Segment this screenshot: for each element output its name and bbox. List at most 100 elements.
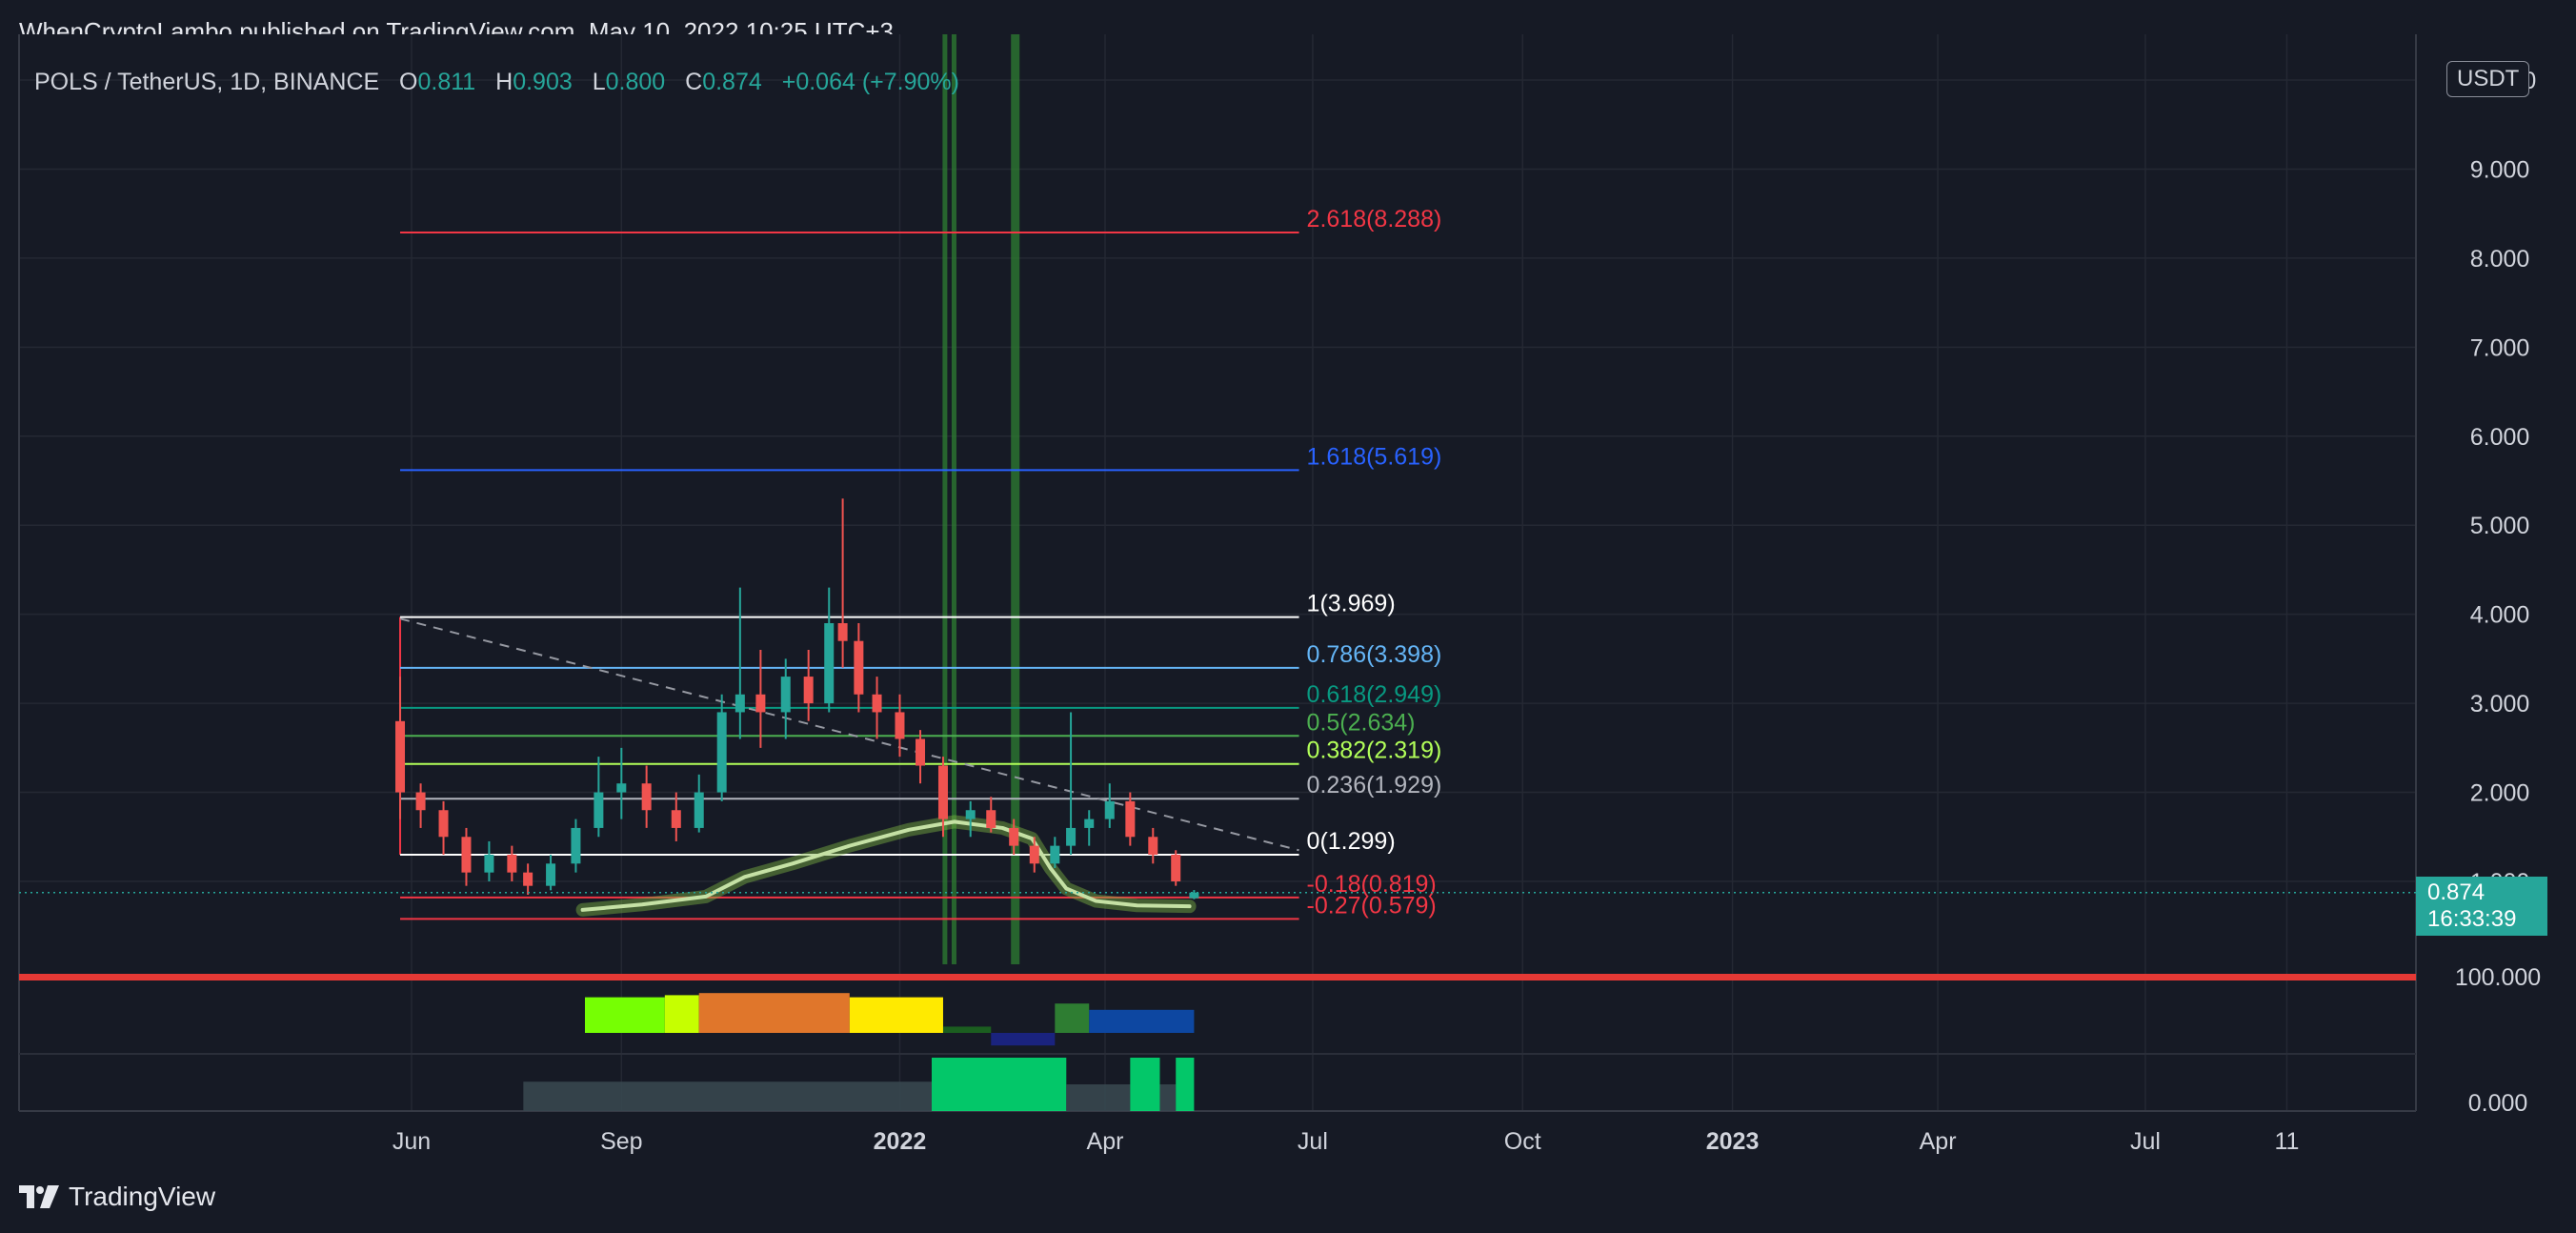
footer: TradingView: [19, 1182, 215, 1212]
fib-level-label: 0(1.299): [1307, 828, 1396, 855]
candle-body: [484, 854, 494, 873]
y-tick-label: 8.000: [2470, 246, 2530, 273]
y-tick-label: 6.000: [2470, 424, 2530, 451]
indicator-1-segment: [698, 993, 850, 1033]
candle-body: [854, 640, 864, 695]
candle-body: [1104, 800, 1115, 819]
indicator-1-segment: [849, 997, 943, 1033]
indicator-1-segment: [664, 995, 699, 1033]
candle-body: [1189, 892, 1199, 899]
y-tick-label: 4.000: [2470, 602, 2530, 629]
currency-button[interactable]: USDT: [2446, 61, 2530, 97]
candle-body: [1148, 837, 1158, 855]
x-tick-label: Jun: [392, 1128, 431, 1155]
candle-body: [1050, 845, 1060, 864]
y-tick-label: 2.000: [2470, 780, 2530, 807]
moving-average-line: [580, 819, 1192, 912]
candle-body: [523, 872, 533, 886]
x-tick-label: Sep: [600, 1128, 642, 1155]
candle-body: [1009, 827, 1019, 846]
x-tick-label: 11: [2274, 1128, 2299, 1155]
fib-level-label: 0.236(1.929): [1307, 772, 1442, 798]
fib-level-label: 0.382(2.319): [1307, 738, 1442, 764]
high-label: H: [495, 69, 513, 95]
candle-body: [1066, 827, 1077, 846]
change-value: +0.064 (+7.90%): [781, 69, 959, 95]
trendline: [399, 617, 1299, 852]
candle-body: [872, 694, 882, 713]
indicator-1-segment: [942, 1026, 992, 1033]
vertical-marker: [951, 34, 956, 964]
fib-level-label: 2.618(8.288): [1307, 206, 1442, 232]
last-price-tag: 0.874 16:33:39: [2416, 877, 2547, 936]
candle-body: [1084, 819, 1095, 828]
last-price-value: 0.874: [2427, 879, 2485, 905]
candle-body: [965, 810, 976, 819]
fib-level-label: -0.27(0.579): [1307, 892, 1437, 919]
candle-body: [895, 712, 905, 739]
x-tick-label: Jul: [2130, 1128, 2161, 1155]
indicator-2-segment: [1130, 1058, 1160, 1111]
x-tick-label: Apr: [1087, 1128, 1124, 1155]
footer-brand[interactable]: TradingView: [69, 1182, 216, 1211]
x-tick-label: Oct: [1504, 1128, 1541, 1155]
candle-body: [803, 677, 814, 704]
tradingview-logo-icon[interactable]: [19, 1185, 59, 1208]
pane-separator: [19, 974, 2416, 980]
candle-body: [546, 863, 556, 886]
indicator-2-segment: [1159, 1084, 1177, 1111]
candle-body: [395, 720, 406, 793]
candle-body: [507, 854, 517, 873]
y-tick-label: 7.000: [2470, 334, 2530, 361]
symbol-title[interactable]: POLS / TetherUS, 1D, BINANCE: [34, 69, 380, 95]
candle-body: [616, 783, 627, 793]
plot-area: [19, 34, 2416, 1111]
indicator-1-segment: [1055, 1003, 1090, 1033]
indicator-1-segment: [585, 997, 665, 1033]
candle-body: [694, 792, 704, 828]
y-tick-label: 100.000: [2455, 964, 2541, 991]
y-tick-label: 3.000: [2470, 691, 2530, 718]
indicator-1-segment: [1089, 1009, 1195, 1033]
x-tick-label: Jul: [1298, 1128, 1328, 1155]
candle-body: [716, 712, 727, 793]
candle-body: [671, 810, 681, 828]
candle-body: [594, 792, 604, 828]
fib-level-label: 0.786(3.398): [1307, 641, 1442, 668]
y-tick-label: 5.000: [2470, 513, 2530, 539]
candle-body: [641, 783, 652, 811]
indicator-2-segment: [523, 1081, 932, 1111]
x-tick-label: Apr: [1920, 1128, 1957, 1155]
candle-body: [1029, 845, 1039, 864]
x-tick-label: 2022: [874, 1128, 927, 1155]
x-tick-label: 2023: [1706, 1128, 1760, 1155]
indicator-1-segment: [991, 1033, 1056, 1046]
low-value: 0.800: [605, 69, 666, 95]
y-tick-label: 0.000: [2468, 1090, 2528, 1117]
symbol-legend: POLS / TetherUS, 1D, BINANCE O0.811 H0.9…: [34, 69, 973, 96]
fib-level-label: 0.618(2.949): [1307, 681, 1442, 708]
indicator-2-segment: [932, 1058, 1067, 1111]
candle-body: [916, 738, 926, 766]
candle-body: [438, 810, 449, 838]
candle-body: [1171, 854, 1181, 881]
indicator-2-segment: [1176, 1058, 1195, 1111]
open-value: 0.811: [417, 69, 476, 95]
close-label: C: [685, 69, 703, 95]
open-label: O: [399, 69, 418, 95]
candle-body: [735, 694, 745, 713]
candle-body: [986, 810, 996, 828]
candle-body: [755, 694, 766, 713]
candle-body: [824, 623, 835, 704]
high-value: 0.903: [513, 69, 573, 95]
fib-level-label: 1.618(5.619): [1307, 443, 1442, 470]
indicator-2-segment: [1066, 1084, 1131, 1111]
candle-body: [837, 623, 848, 641]
close-value: 0.874: [702, 69, 762, 95]
fib-level-label: 1(3.969): [1307, 591, 1396, 617]
bar-countdown: 16:33:39: [2427, 906, 2517, 932]
candle-body: [780, 677, 791, 713]
candle-body: [937, 765, 948, 819]
fib-level-label: 0.5(2.634): [1307, 709, 1416, 736]
